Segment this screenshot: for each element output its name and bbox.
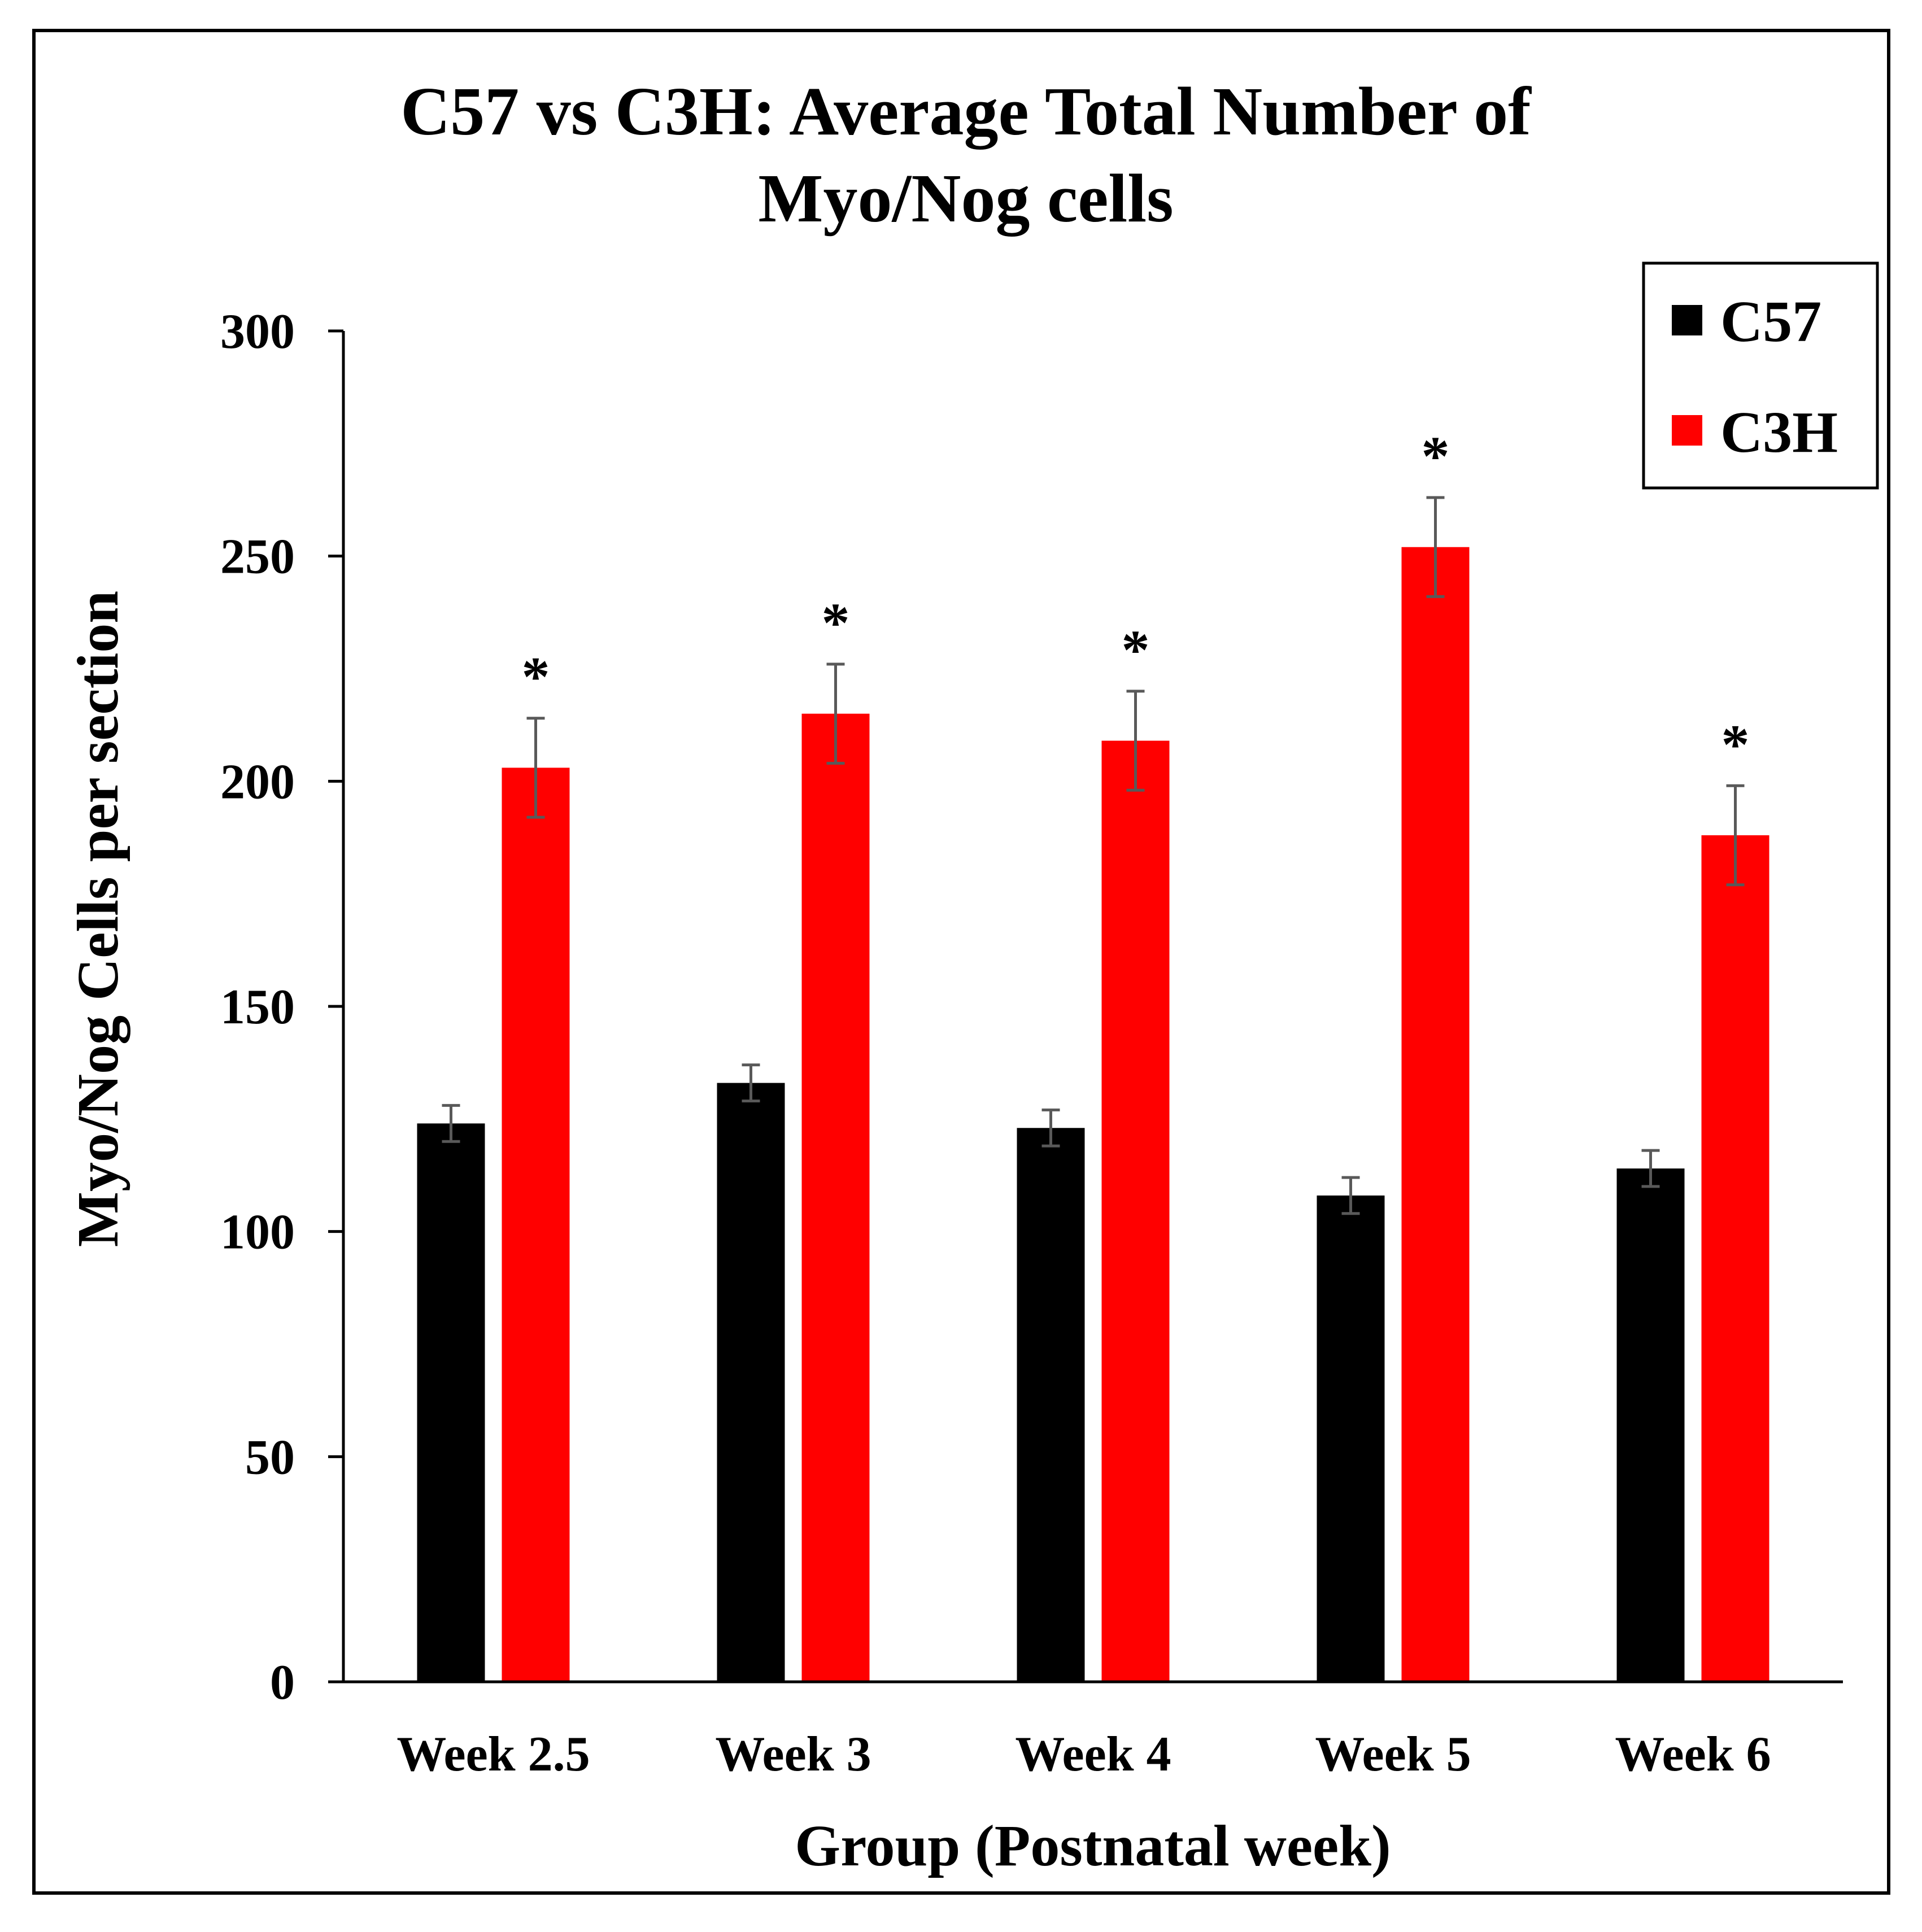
- chart-frame: [32, 29, 1890, 1895]
- chart-title-line-1: C57 vs C3H: Average Total Number of: [400, 73, 1532, 150]
- significance-marker-week-3: *: [822, 591, 850, 654]
- y-tick-label-150: 150: [220, 980, 295, 1035]
- x-tick-label-week-3: Week 3: [715, 1727, 871, 1782]
- significance-marker-week-4: *: [1122, 618, 1150, 681]
- chart-title-line-2: Myo/Nog cells: [758, 160, 1173, 237]
- legend-box: [1642, 261, 1879, 490]
- legend: C57 C3H: [1642, 261, 1879, 490]
- x-tick-label-week-2-5: Week 2.5: [396, 1727, 590, 1782]
- y-tick-label-250: 250: [220, 530, 295, 585]
- legend-label-c57: C57: [1720, 289, 1821, 354]
- bar-c3h-week-2-5: [502, 767, 570, 1682]
- y-tick-label-300: 300: [220, 304, 295, 359]
- bar-c57-week-4: [1017, 1128, 1085, 1682]
- bar-c3h-week-3: [801, 713, 870, 1682]
- significance-marker-week-5: *: [1422, 425, 1450, 487]
- y-tick-label-100: 100: [220, 1205, 295, 1260]
- bar-c3h-week-5: [1401, 547, 1470, 1682]
- x-tick-label-week-6: Week 6: [1615, 1727, 1771, 1782]
- x-tick-label-week-5: Week 5: [1315, 1727, 1471, 1782]
- legend-swatch-c3h: [1672, 415, 1702, 446]
- bar-c57-week-5: [1317, 1195, 1385, 1682]
- y-axis-title: Myo/Nog Cells per section: [66, 591, 130, 1247]
- x-tick-label-week-4: Week 4: [1015, 1727, 1171, 1782]
- plot-area: 0 50 100 150 200 250 300 * Week 2.5 * Week 3 * Week …: [220, 304, 1771, 1782]
- bar-c3h-week-4: [1101, 740, 1170, 1682]
- bar-c57-week-2-5: [417, 1123, 485, 1682]
- y-tick-label-50: 50: [245, 1430, 295, 1485]
- significance-marker-week-6: *: [1721, 713, 1750, 775]
- bar-c3h-week-6: [1701, 835, 1770, 1682]
- significance-marker-week-2-5: *: [522, 646, 550, 708]
- legend-label-c3h: C3H: [1720, 400, 1838, 465]
- x-axis-title: Group (Postnatal week): [795, 1813, 1391, 1878]
- bar-c57-week-3: [717, 1083, 785, 1682]
- y-tick-label-0: 0: [270, 1655, 295, 1710]
- legend-swatch-c57: [1672, 305, 1702, 335]
- bar-c57-week-6: [1616, 1168, 1685, 1682]
- chart-title: C57 vs C3H: Average Total Number of Myo/…: [400, 73, 1532, 237]
- y-tick-label-200: 200: [220, 755, 295, 809]
